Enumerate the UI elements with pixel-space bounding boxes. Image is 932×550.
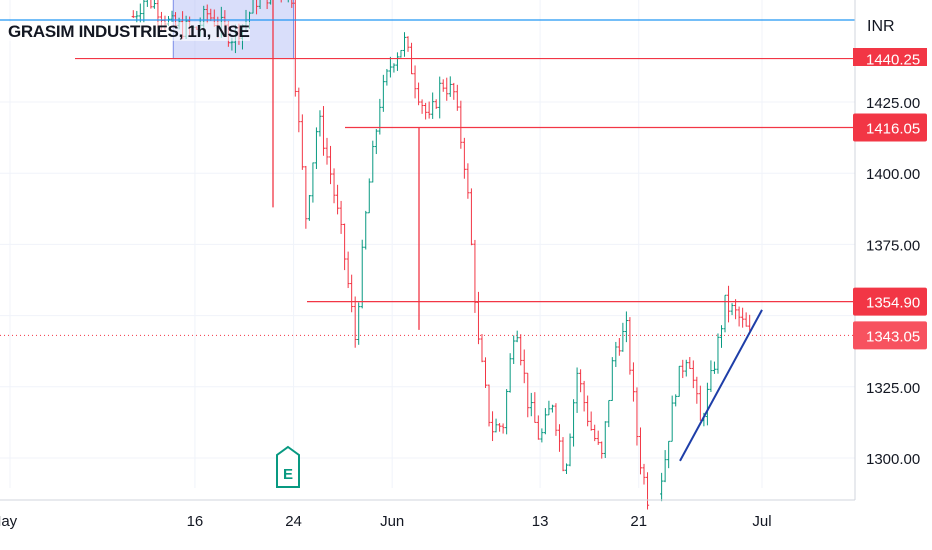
earnings-icon (276, 445, 300, 488)
price-tag-label: 1278.65 (866, 512, 920, 529)
axes: INR 1425.00 1400.00 1375.00 1325.00 1300.00 Ma… (0, 0, 920, 530)
price-tag: 1440.25 (853, 48, 927, 69)
price-tag: 1278.65 (853, 505, 927, 533)
price-tag-label: 1440.25 (866, 52, 920, 69)
y-tick-label: 1425.00 (866, 95, 920, 112)
earnings-label: E (283, 466, 293, 483)
chart-title: GRASIM INDUSTRIES, 1h, NSE (8, 22, 250, 42)
price-tag: 1416.05 (853, 113, 927, 142)
trendline[interactable] (679, 309, 763, 462)
price-tag-bg (853, 113, 927, 142)
x-tick-label: 24 (285, 513, 302, 530)
x-tick-label: Jul (752, 513, 771, 530)
level-lines (0, 19, 855, 336)
y-tick-label: 1375.00 (866, 237, 920, 254)
y-tick-label: 1300.00 (866, 451, 920, 468)
x-tick-label: 13 (532, 513, 549, 530)
grid (0, 0, 855, 488)
x-tick-label: Jun (380, 513, 404, 530)
candles (131, 0, 752, 510)
y-tick-label: 1400.00 (866, 166, 920, 183)
price-tag: 1343.05 (853, 321, 927, 350)
price-tag-bg (853, 505, 927, 533)
price-tag-bg (853, 48, 927, 66)
x-tick-label: May (0, 513, 18, 530)
price-tag-bg (853, 321, 927, 350)
price-tag-bg (853, 287, 927, 316)
price-tag-label: 1343.05 (866, 328, 920, 345)
earnings-badge[interactable]: E (276, 445, 300, 488)
chart-title-text: GRASIM INDUSTRIES, 1h, NSE (8, 22, 250, 41)
price-tag-label: 1416.05 (866, 120, 920, 137)
trendline-line[interactable] (679, 309, 763, 462)
price-tags: 1440.25 1416.05 1354.90 1343.05 1278.65 (853, 48, 927, 533)
x-tick-label: 21 (630, 513, 647, 530)
currency-label: INR (867, 18, 895, 35)
price-tag: 1354.90 (853, 287, 927, 316)
y-tick-label: 1325.00 (866, 380, 920, 397)
x-tick-label: 16 (187, 513, 204, 530)
price-tag-label: 1354.90 (866, 295, 920, 312)
